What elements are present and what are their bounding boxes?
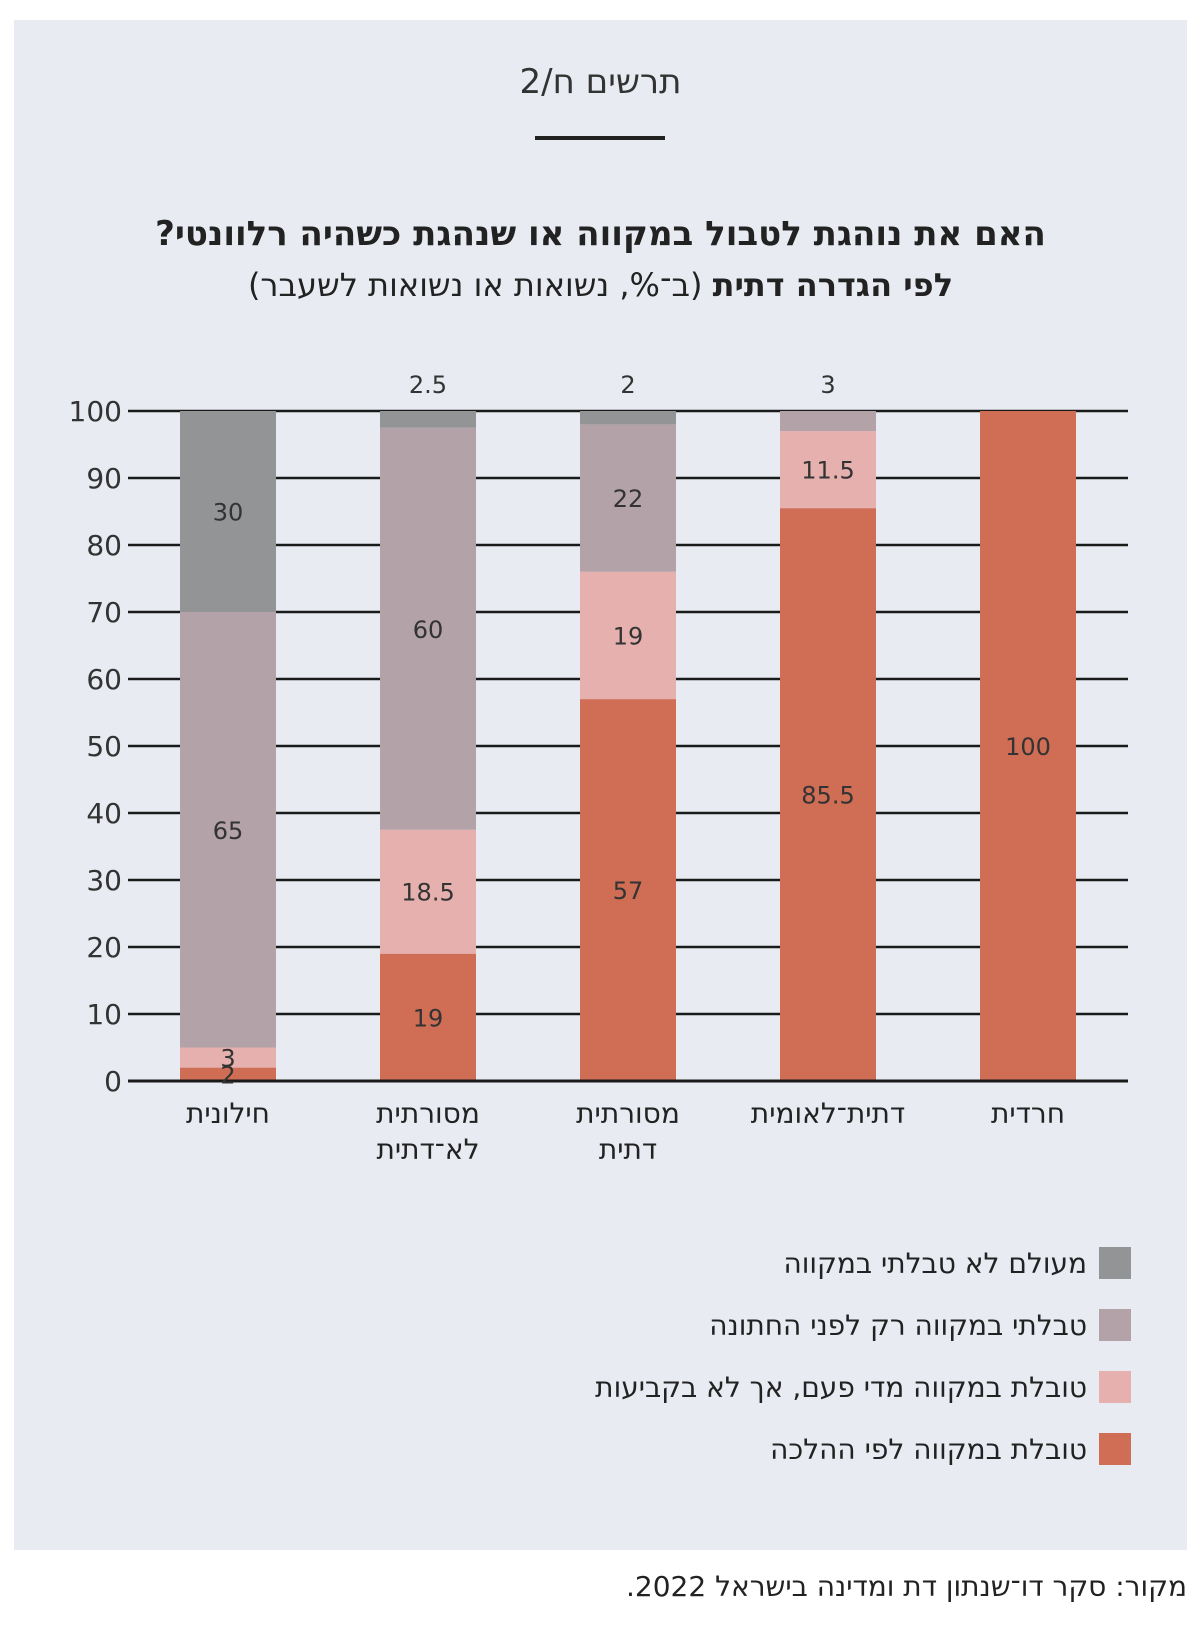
legend-swatch	[1099, 1433, 1131, 1465]
y-tick-label: 60	[86, 663, 122, 696]
bars	[180, 411, 1076, 1081]
y-tick-label: 50	[86, 730, 122, 763]
bar-segment	[380, 427, 476, 830]
stacked-bar-chart: 0 10 20 30 40 50 60 70 80 90 100 חרדית דתית־לאומית מס…	[69, 371, 1128, 1166]
y-tick-label: 40	[86, 797, 122, 830]
bar-value-label: 18.5	[401, 879, 454, 907]
bar-value-label: 100	[1005, 733, 1051, 761]
bar-value-label: 2	[220, 1061, 235, 1089]
bar-value-label: 60	[413, 616, 444, 644]
figure-label: תרשים ח/2	[519, 62, 682, 102]
bar-value-label: 85.5	[801, 782, 854, 810]
legend-item: טבלתי במקווה רק לפני החתונה	[709, 1308, 1131, 1342]
bar-segment	[180, 612, 276, 1048]
legend-swatch	[1099, 1309, 1131, 1341]
bar-value-label: 11.5	[801, 457, 854, 485]
bar-segment	[380, 953, 476, 1081]
x-category-label: חרדית	[991, 1097, 1065, 1130]
chart-subtitle-rest: (ב־%, נשואות או נשואות לשעבר)	[247, 266, 713, 304]
x-category-label: דתית	[599, 1133, 657, 1166]
legend-swatch	[1099, 1247, 1131, 1279]
y-tick-label: 70	[86, 596, 122, 629]
bar-value-label: 57	[613, 877, 644, 905]
legend-item: מעולם לא טבלתי במקווה	[783, 1246, 1131, 1280]
figure-label-underline	[535, 136, 665, 140]
bar-value-label: 30	[213, 499, 244, 527]
bar-segment	[780, 508, 876, 1081]
bar-value-label: 65	[213, 817, 244, 845]
bar-segment	[380, 829, 476, 954]
bar-segment	[580, 699, 676, 1081]
bar-segment	[780, 411, 876, 432]
bar-value-label: 19	[613, 622, 644, 650]
bar-value-label: 3	[220, 1045, 235, 1073]
legend-label: מעולם לא טבלתי במקווה	[783, 1246, 1087, 1280]
legend-item: טובלת במקווה לפי ההלכה	[770, 1432, 1131, 1466]
x-category-label: מסורתית	[576, 1097, 680, 1130]
x-category-label: חילונית	[186, 1097, 270, 1130]
chart-title: האם את נוהגת לטבול במקווה או שנהגת כשהיה…	[155, 214, 1046, 254]
x-category-label: לא־דתית	[376, 1133, 479, 1166]
legend-label: טובלת במקווה מדי פעם, אך לא בקביעות	[595, 1370, 1087, 1404]
bar-value-label: 2	[620, 371, 635, 399]
bar-segment	[580, 571, 676, 700]
chart-subtitle: לפי הגדרה דתית (ב־%, נשואות או נשואות לש…	[0, 266, 1201, 304]
y-tick-label: 10	[86, 998, 122, 1031]
legend-item: טובלת במקווה מדי פעם, אך לא בקביעות	[595, 1370, 1131, 1404]
bar-segment	[380, 411, 476, 428]
bar-segment	[180, 1047, 276, 1068]
y-tick-label: 0	[104, 1065, 122, 1098]
x-category-label: דתית־לאומית	[751, 1097, 905, 1130]
source-note: מקור: סקר דו־שנתון דת ומדינה בישראל 2022…	[626, 1570, 1187, 1603]
legend-label: טובלת במקווה לפי ההלכה	[770, 1432, 1087, 1466]
bar-segment	[980, 411, 1076, 1081]
y-tick-label: 100	[69, 395, 122, 428]
legend-label: טבלתי במקווה רק לפני החתונה	[709, 1308, 1087, 1342]
y-tick-label: 80	[86, 529, 122, 562]
bar-segment	[780, 431, 876, 509]
legend-swatch	[1099, 1371, 1131, 1403]
chart-subtitle-bold: לפי הגדרה דתית	[712, 266, 954, 304]
bar-segment	[580, 424, 676, 572]
bar-segment	[580, 411, 676, 425]
bar-value-label: 22	[613, 485, 644, 513]
bar-segment	[180, 411, 276, 612]
y-tick-label: 20	[86, 931, 122, 964]
bar-segment	[180, 1067, 276, 1081]
bar-value-label: 19	[413, 1004, 444, 1032]
x-category-label: מסורתית	[376, 1097, 480, 1130]
y-tick-label: 90	[86, 462, 122, 495]
bar-value-label: 3	[820, 371, 835, 399]
y-tick-label: 30	[86, 864, 122, 897]
bar-value-label: 2.5	[409, 371, 447, 399]
